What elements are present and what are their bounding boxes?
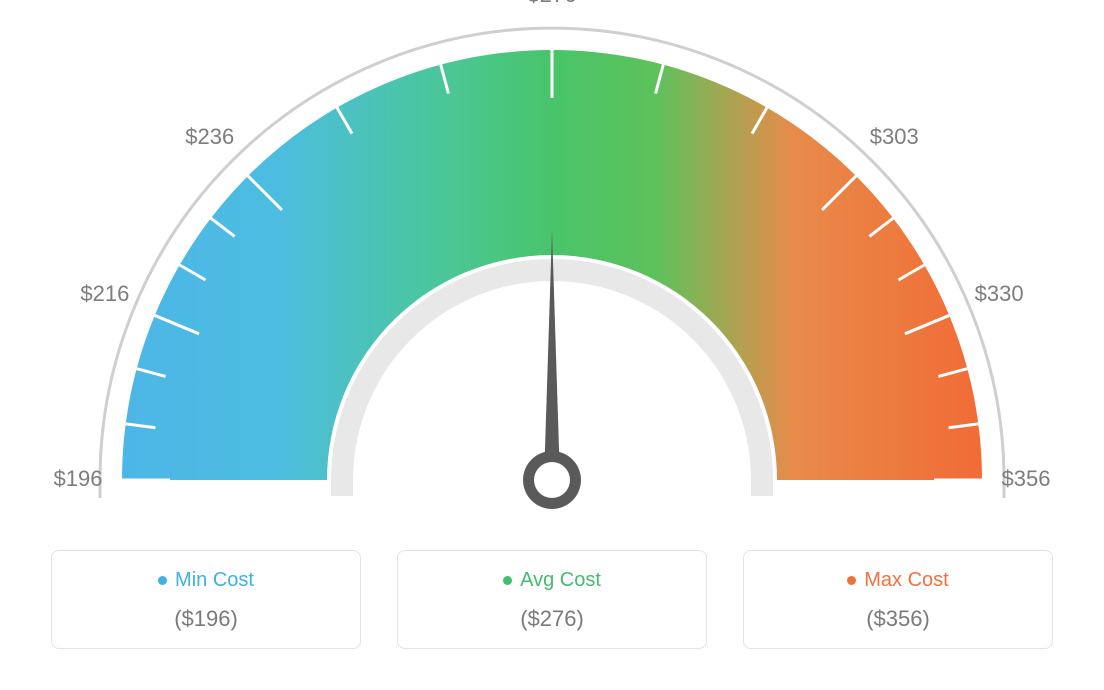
gauge-tick-label: $196 (54, 466, 103, 491)
legend-title-min: Min Cost (158, 569, 254, 592)
legend-label-max: Max Cost (864, 569, 948, 592)
legend-dot-max (847, 576, 856, 585)
legend-card-max: Max Cost ($356) (743, 550, 1053, 649)
legend-value-min: ($196) (62, 606, 350, 632)
gauge-tick-label: $356 (1002, 466, 1051, 491)
legend-label-min: Min Cost (175, 569, 254, 592)
gauge-tick-label: $236 (185, 124, 234, 149)
legend-title-avg: Avg Cost (503, 569, 601, 592)
legend-label-avg: Avg Cost (520, 569, 601, 592)
legend-dot-min (158, 576, 167, 585)
gauge-svg: $196 $216 $236 $276 $303 $330 $356 (0, 0, 1104, 540)
gauge-tick-label: $276 (528, 0, 577, 7)
gauge-container: $196 $216 $236 $276 $303 $330 $356 (0, 0, 1104, 540)
legend-row: Min Cost ($196) Avg Cost ($276) Max Cost… (0, 550, 1104, 649)
gauge-tick-label: $330 (975, 281, 1024, 306)
legend-title-max: Max Cost (847, 569, 948, 592)
legend-value-avg: ($276) (408, 606, 696, 632)
legend-dot-avg (503, 576, 512, 585)
legend-card-min: Min Cost ($196) (51, 550, 361, 649)
gauge-tick-label: $216 (80, 281, 129, 306)
legend-card-avg: Avg Cost ($276) (397, 550, 707, 649)
gauge-tick-label: $303 (870, 124, 919, 149)
legend-value-max: ($356) (754, 606, 1042, 632)
